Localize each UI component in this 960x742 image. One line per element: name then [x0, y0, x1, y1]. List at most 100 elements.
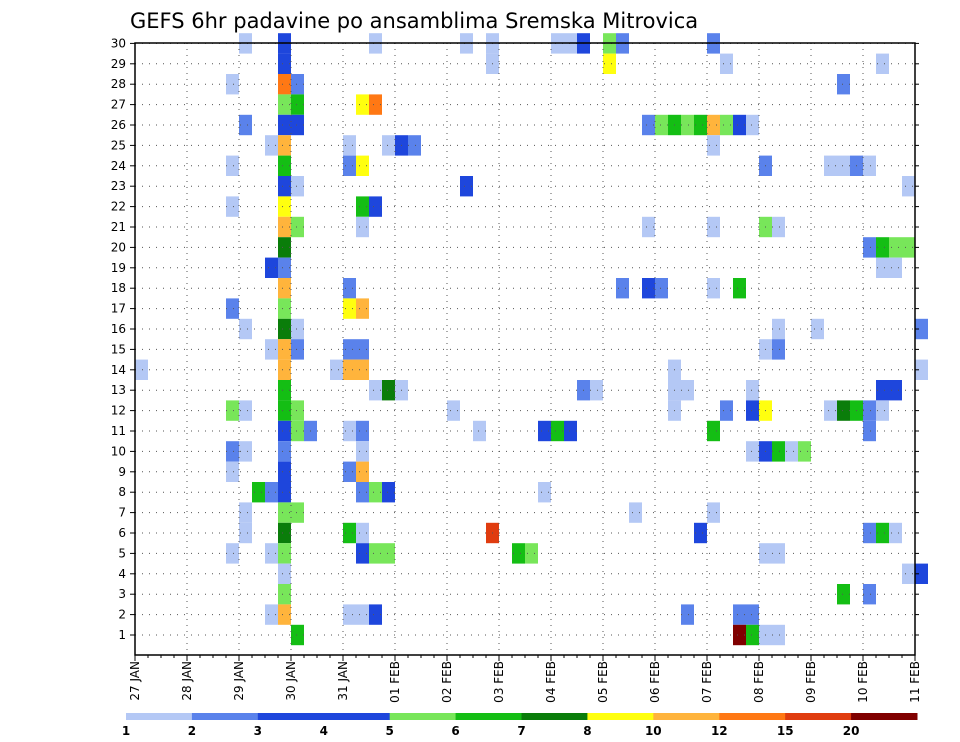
- heatmap-cell: [863, 420, 876, 442]
- color-legend: 1 2 3 4 5 6 7 8 10 12 15 20: [122, 713, 918, 738]
- heatmap-cell: [720, 400, 733, 421]
- heatmap-cell: [356, 420, 369, 442]
- x-tick-label: 08 FEB: [752, 661, 766, 703]
- heatmap-cell: [356, 604, 369, 625]
- heatmap-cell: [863, 400, 876, 421]
- heatmap-cell: [278, 196, 291, 217]
- heatmap-cell: [746, 624, 759, 646]
- heatmap-cell: [733, 278, 746, 299]
- heatmap-cell: [772, 543, 785, 564]
- y-tick-label: 22: [111, 200, 126, 214]
- x-tick-label: 03 FEB: [492, 661, 506, 703]
- y-axis: 1234567891011121314151617181920212223242…: [111, 36, 919, 642]
- heatmap-cell: [291, 339, 304, 360]
- y-tick-label: 21: [111, 220, 126, 234]
- heatmap-cell: [278, 563, 291, 584]
- heatmap-cell: [343, 522, 356, 544]
- heatmap-cell: [382, 135, 395, 156]
- heatmap-cell: [278, 604, 291, 625]
- legend-label: 1: [122, 724, 130, 738]
- y-tick-label: 20: [111, 240, 126, 254]
- heatmap-cell: [369, 94, 382, 115]
- y-tick-label: 15: [111, 342, 126, 356]
- y-tick-label: 3: [118, 587, 126, 601]
- heatmap-cell: [642, 114, 655, 136]
- heatmap-cell: [863, 522, 876, 544]
- heatmap-cell: [642, 216, 655, 238]
- heatmap-cell: [278, 461, 291, 482]
- heatmap-cell: [681, 604, 694, 625]
- y-tick-label: 16: [111, 322, 126, 336]
- heatmap-cell: [278, 53, 291, 74]
- y-tick-label: 1: [118, 628, 126, 642]
- legend-swatch: [191, 713, 259, 720]
- y-tick-label: 12: [111, 404, 126, 418]
- heatmap-cell: [889, 237, 902, 258]
- legend-swatch: [257, 713, 325, 720]
- heatmap-cell: [525, 543, 538, 564]
- heatmap-cell: [356, 482, 369, 503]
- heatmap-cell: [642, 278, 655, 299]
- y-tick-label: 17: [111, 302, 126, 316]
- heatmap-cell: [239, 522, 252, 544]
- x-tick-label: 10 FEB: [856, 661, 870, 703]
- heatmap-cell: [265, 543, 278, 564]
- heatmap-cell: [343, 359, 356, 380]
- legend-swatch: [455, 713, 522, 720]
- heatmap-cell: [876, 237, 889, 258]
- y-tick-label: 25: [111, 138, 126, 152]
- heatmap-cell: [772, 339, 785, 360]
- legend-swatch: [719, 713, 786, 720]
- heatmap-cell: [824, 155, 837, 176]
- y-tick-label: 4: [118, 567, 126, 581]
- chart-title: GEFS 6hr padavine po ansamblima Sremska …: [130, 9, 698, 33]
- heatmap-cell: [707, 216, 720, 238]
- heatmap-cell: [837, 584, 850, 605]
- heatmap-cell: [694, 114, 707, 136]
- heatmap-cell: [278, 543, 291, 564]
- heatmap-cell: [408, 135, 421, 156]
- heatmap-cell: [278, 584, 291, 605]
- heatmap-cell: [733, 114, 746, 136]
- grid-lines: [135, 42, 915, 655]
- heatmap-cell: [681, 114, 694, 136]
- heatmap-cell: [564, 420, 577, 442]
- heatmap-cell: [356, 522, 369, 544]
- y-tick-label: 26: [111, 118, 126, 132]
- y-tick-label: 14: [111, 363, 126, 377]
- heatmap-cell: [278, 339, 291, 360]
- heatmap-cell: [551, 420, 564, 442]
- heatmap-cell: [876, 400, 889, 421]
- heatmap-cell: [278, 278, 291, 299]
- heatmap-cell: [356, 94, 369, 115]
- heatmap-cell: [265, 339, 278, 360]
- heatmap-cell: [278, 359, 291, 380]
- heatmap-cell: [694, 522, 707, 544]
- heatmap-cell: [343, 604, 356, 625]
- heatmap-cell: [265, 135, 278, 156]
- heatmap-cell: [720, 114, 733, 136]
- legend-label: 4: [320, 724, 328, 738]
- heatmap-cell: [226, 441, 239, 462]
- legend-swatch: [851, 713, 918, 720]
- heatmap-cell: [681, 380, 694, 401]
- x-tick-label: 01 FEB: [388, 661, 402, 703]
- y-tick-label: 10: [111, 444, 126, 458]
- heatmap-cell: [356, 196, 369, 217]
- y-tick-label: 24: [111, 159, 126, 173]
- heatmap-cell: [278, 114, 291, 136]
- legend-swatch: [587, 713, 654, 720]
- y-tick-label: 13: [111, 383, 126, 397]
- heatmap-cell: [447, 400, 460, 421]
- heatmap-cell: [876, 522, 889, 544]
- heatmap-cell: [291, 502, 304, 523]
- heatmap-cell: [239, 441, 252, 462]
- heatmap-cell: [382, 380, 395, 401]
- x-tick-label: 30 JAN: [284, 661, 298, 701]
- legend-swatch: [389, 713, 457, 720]
- heatmap-cell: [837, 74, 850, 95]
- heatmap-cell: [265, 482, 278, 503]
- heatmap-cell: [239, 318, 252, 340]
- heatmap-cell: [473, 420, 486, 442]
- y-tick-label: 30: [111, 36, 126, 50]
